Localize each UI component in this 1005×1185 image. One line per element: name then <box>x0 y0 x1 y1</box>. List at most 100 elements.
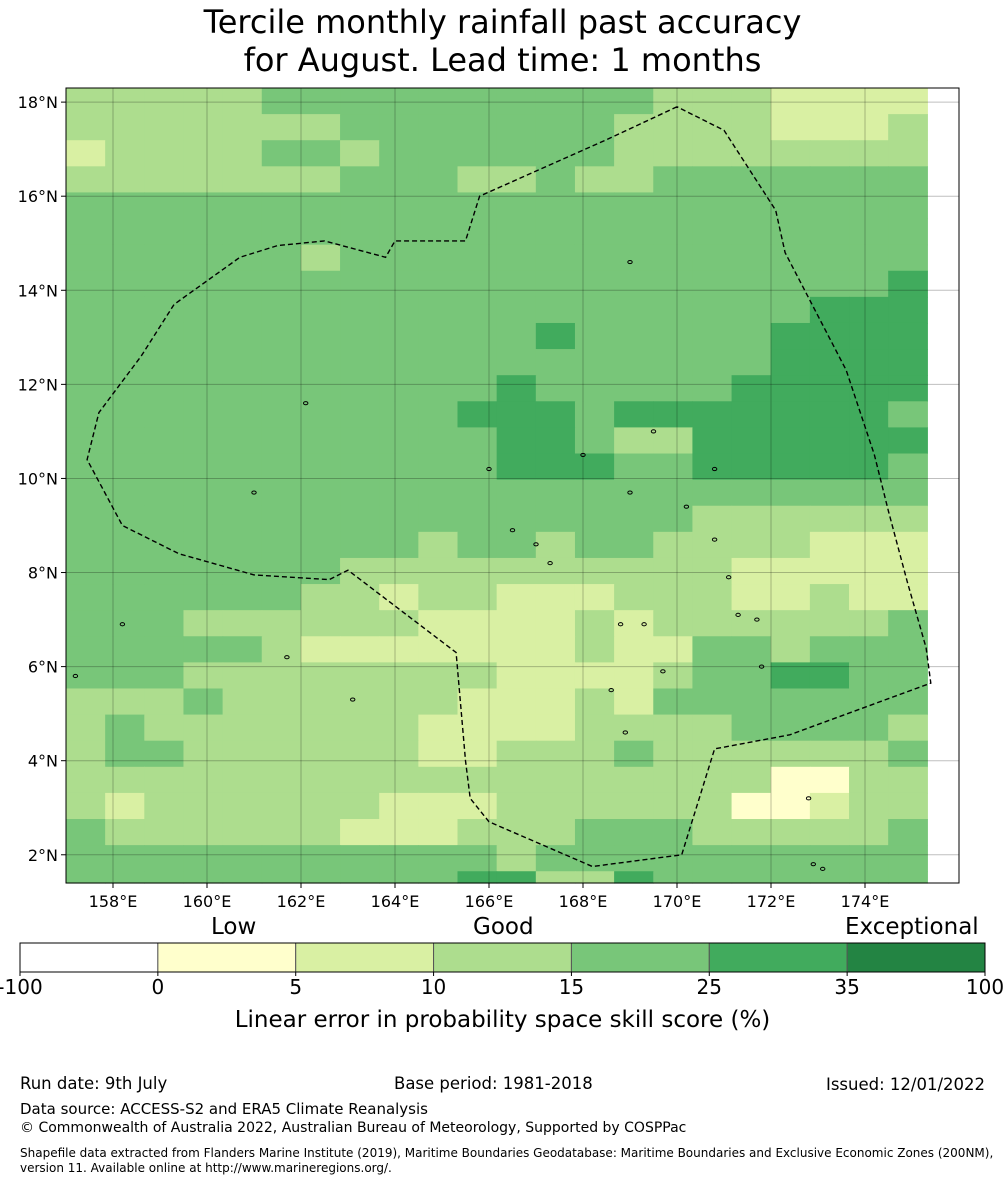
skill-cell <box>692 270 733 298</box>
skill-cell <box>770 479 811 507</box>
skill-cell <box>574 871 615 884</box>
skill-cell <box>731 688 772 716</box>
lat-tick-label: 6°N <box>28 658 58 677</box>
skill-cell <box>574 453 615 481</box>
skill-cell <box>614 662 654 690</box>
lon-tick-label: 172°E <box>747 892 796 911</box>
skill-cell <box>731 819 772 846</box>
skill-cell <box>105 192 145 220</box>
skill-cell <box>418 557 459 585</box>
skill-cell <box>849 557 889 585</box>
skill-cell <box>105 636 145 663</box>
skill-cell <box>105 688 145 716</box>
skill-cell <box>692 244 733 272</box>
skill-cell <box>261 349 302 376</box>
island-outline <box>509 528 516 533</box>
skill-cell <box>300 662 341 690</box>
skill-cell <box>574 244 615 272</box>
skill-cell <box>300 819 341 846</box>
island-outline <box>251 490 257 495</box>
skill-cell <box>144 845 185 872</box>
skill-cell <box>379 140 419 167</box>
skill-cell <box>222 401 263 429</box>
skill-cell <box>770 557 811 585</box>
skill-cell <box>144 375 185 402</box>
skill-cell <box>535 740 576 768</box>
skill-cell <box>418 88 459 115</box>
skill-cell <box>261 479 302 507</box>
skill-cell <box>614 375 654 402</box>
skill-cell <box>770 610 811 637</box>
skill-cell <box>888 740 928 768</box>
skill-cell <box>888 192 928 220</box>
skill-cell <box>496 662 537 690</box>
skill-cell <box>340 166 380 194</box>
skill-cell <box>653 714 694 742</box>
skill-cell <box>105 88 145 115</box>
skill-cell <box>574 349 615 376</box>
skill-cell <box>849 166 889 194</box>
skill-cell <box>535 375 576 402</box>
skill-cell <box>653 114 694 141</box>
skill-cell <box>809 636 850 663</box>
skill-cell <box>457 479 498 507</box>
skill-cell <box>535 766 576 794</box>
skill-cell <box>261 505 302 533</box>
skill-cell <box>340 244 380 272</box>
map-title-line-1: Tercile monthly rainfall past accuracy <box>203 3 802 41</box>
colorbar-segment <box>157 942 297 973</box>
colorbar-tick-label: -100 <box>0 975 43 999</box>
skill-cell <box>105 375 145 402</box>
skill-cell <box>66 453 106 481</box>
skill-cell <box>692 427 733 455</box>
skill-cell <box>300 479 341 507</box>
skill-cell <box>809 792 850 820</box>
skill-cell <box>809 688 850 716</box>
skill-cell <box>144 192 185 220</box>
skill-cell <box>849 819 889 846</box>
skill-cell <box>300 714 341 742</box>
skill-cell <box>809 192 850 220</box>
skill-cell <box>653 244 694 272</box>
skill-cell <box>222 531 263 559</box>
skill-cell <box>731 557 772 585</box>
skill-cell <box>770 505 811 533</box>
skill-cell <box>222 322 263 350</box>
skill-cell <box>770 270 811 298</box>
island-outline <box>810 862 816 867</box>
skill-cell <box>574 479 615 507</box>
skill-cell <box>496 349 537 376</box>
skill-cell <box>300 349 341 376</box>
skill-cell <box>340 871 380 884</box>
skill-cell <box>496 427 537 455</box>
skill-cell <box>731 453 772 481</box>
island-outline <box>711 466 718 472</box>
skill-cell <box>144 584 185 611</box>
skill-cell <box>731 349 772 376</box>
skill-cell <box>809 270 850 298</box>
island-outline <box>533 542 539 547</box>
skill-cell <box>849 792 889 820</box>
skill-cell <box>770 740 811 768</box>
skill-cell <box>418 401 459 429</box>
skill-cell <box>300 505 341 533</box>
skill-cell <box>770 845 811 872</box>
skill-cell <box>457 375 498 402</box>
island-outline <box>303 401 309 406</box>
skill-cell <box>888 766 928 794</box>
skill-cell <box>300 322 341 350</box>
copyright: © Commonwealth of Australia 2022, Austra… <box>20 1120 687 1136</box>
skill-cell <box>261 636 302 663</box>
skill-cell <box>535 322 576 350</box>
skill-cell <box>496 88 537 115</box>
skill-cell <box>261 453 302 481</box>
skill-cell <box>496 531 537 559</box>
skill-cell <box>183 740 224 768</box>
skill-cell <box>731 479 772 507</box>
skill-cell <box>105 505 145 533</box>
skill-cell <box>653 871 694 884</box>
skill-cell <box>66 531 106 559</box>
island-outline <box>284 655 290 660</box>
skill-cell <box>66 114 106 141</box>
skill-cell <box>66 192 106 220</box>
